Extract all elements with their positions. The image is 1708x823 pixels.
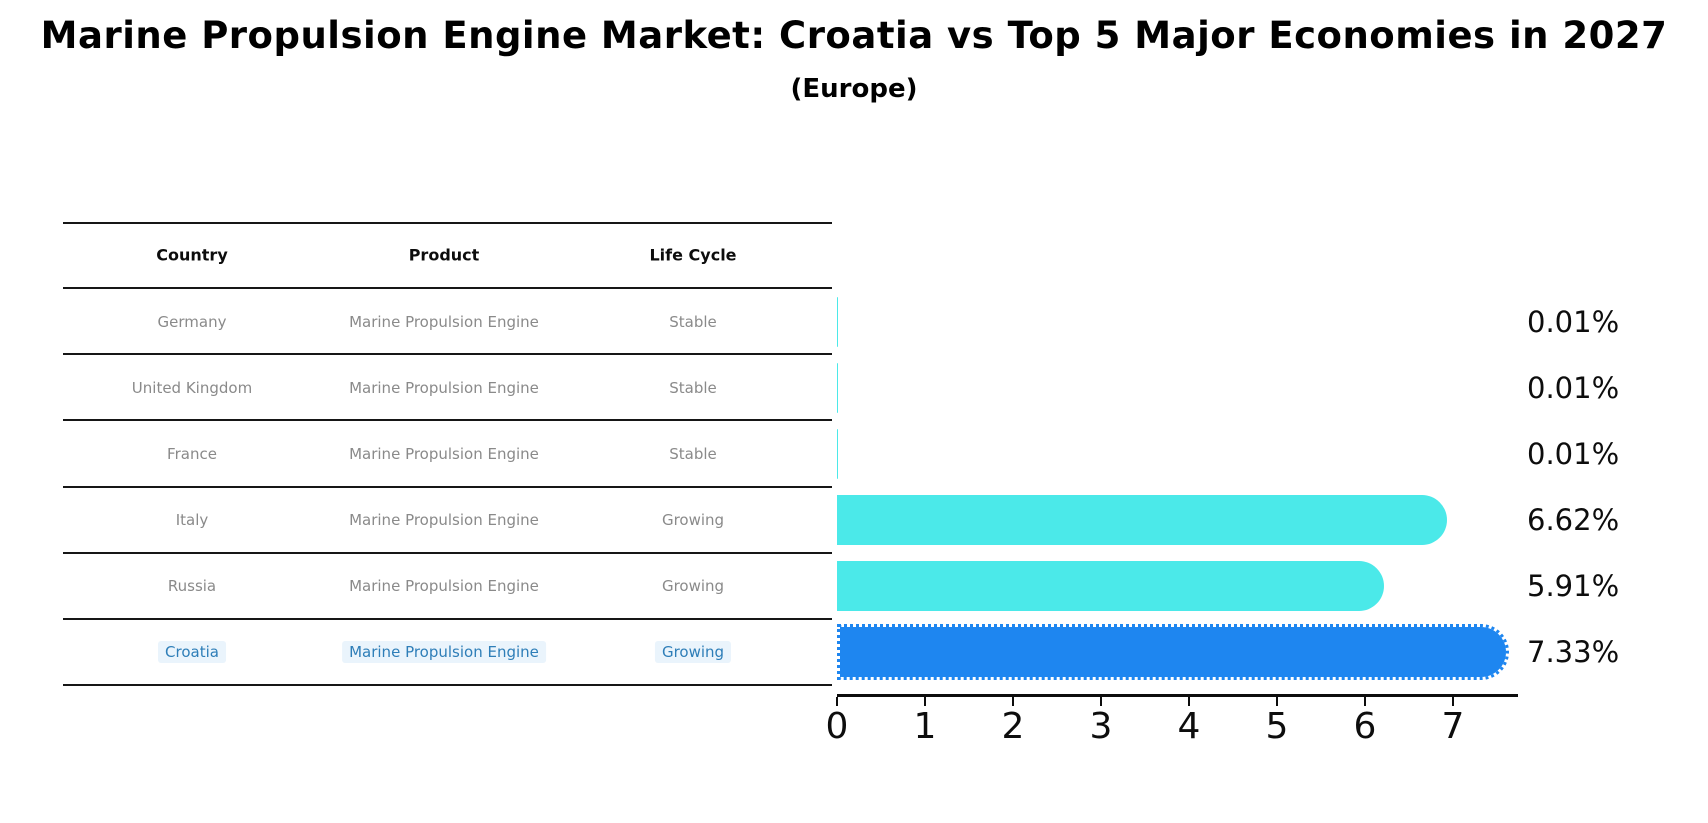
cell-life-cycle: Stable (669, 445, 717, 463)
table-divider (63, 353, 832, 355)
value-label: 5.91% (1527, 569, 1620, 603)
cell-country: Croatia (158, 641, 226, 663)
x-axis-tick-label: 7 (1441, 706, 1465, 747)
x-axis-line (837, 694, 1518, 697)
cell-product: Marine Propulsion Engine (349, 313, 539, 331)
bar-france (837, 429, 838, 479)
x-axis-tick (924, 697, 926, 706)
value-label: 0.01% (1527, 305, 1620, 339)
bar-italy (837, 495, 1447, 545)
value-label: 0.01% (1527, 371, 1620, 405)
table-divider (63, 287, 832, 289)
cell-product: Marine Propulsion Engine (349, 379, 539, 397)
column-header-country: Country (156, 245, 228, 265)
x-axis-tick-label: 2 (1001, 706, 1025, 747)
cell-life-cycle: Growing (654, 641, 732, 663)
cell-life-cycle: Growing (661, 511, 725, 529)
x-axis-tick-label: 3 (1089, 706, 1113, 747)
cell-country: Russia (167, 577, 217, 595)
cell-country: Italy (175, 511, 209, 529)
table-divider (63, 419, 832, 421)
cell-country: United Kingdom (131, 379, 253, 397)
column-header-product: Product (408, 245, 480, 265)
table-divider (63, 618, 832, 620)
cell-product: Marine Propulsion Engine (342, 641, 546, 663)
bar-united-kingdom (837, 363, 838, 413)
x-axis-tick (1276, 697, 1278, 706)
x-axis-tick (1452, 697, 1454, 706)
table-divider (63, 222, 832, 224)
value-label: 6.62% (1527, 503, 1620, 537)
x-axis-tick-label: 1 (913, 706, 937, 747)
x-axis-tick (1012, 697, 1014, 706)
column-header-life-cycle: Life Cycle (649, 245, 737, 265)
value-label: 0.01% (1527, 437, 1620, 471)
table-divider (63, 684, 832, 686)
cell-country: Germany (157, 313, 227, 331)
x-axis-tick (1188, 697, 1190, 706)
cell-product: Marine Propulsion Engine (349, 577, 539, 595)
x-axis-tick (1364, 697, 1366, 706)
table-divider (63, 486, 832, 488)
x-axis-tick-label: 0 (825, 706, 849, 747)
x-axis-tick-label: 5 (1265, 706, 1289, 747)
x-axis-tick (1100, 697, 1102, 706)
bar-germany (837, 297, 838, 347)
cell-life-cycle: Stable (669, 313, 717, 331)
chart-title: Marine Propulsion Engine Market: Croatia… (40, 14, 1668, 57)
cell-product: Marine Propulsion Engine (349, 511, 539, 529)
x-axis-tick-label: 6 (1353, 706, 1377, 747)
x-axis-tick-label: 4 (1177, 706, 1201, 747)
bar-russia (837, 561, 1385, 611)
value-label: 7.33% (1527, 635, 1620, 669)
table-divider (63, 552, 832, 554)
cell-life-cycle: Growing (661, 577, 725, 595)
cell-life-cycle: Stable (669, 379, 717, 397)
cell-product: Marine Propulsion Engine (349, 445, 539, 463)
x-axis-tick (836, 697, 838, 706)
cell-country: France (167, 445, 217, 463)
bar-croatia (837, 624, 1509, 680)
chart-subtitle: (Europe) (790, 74, 918, 104)
